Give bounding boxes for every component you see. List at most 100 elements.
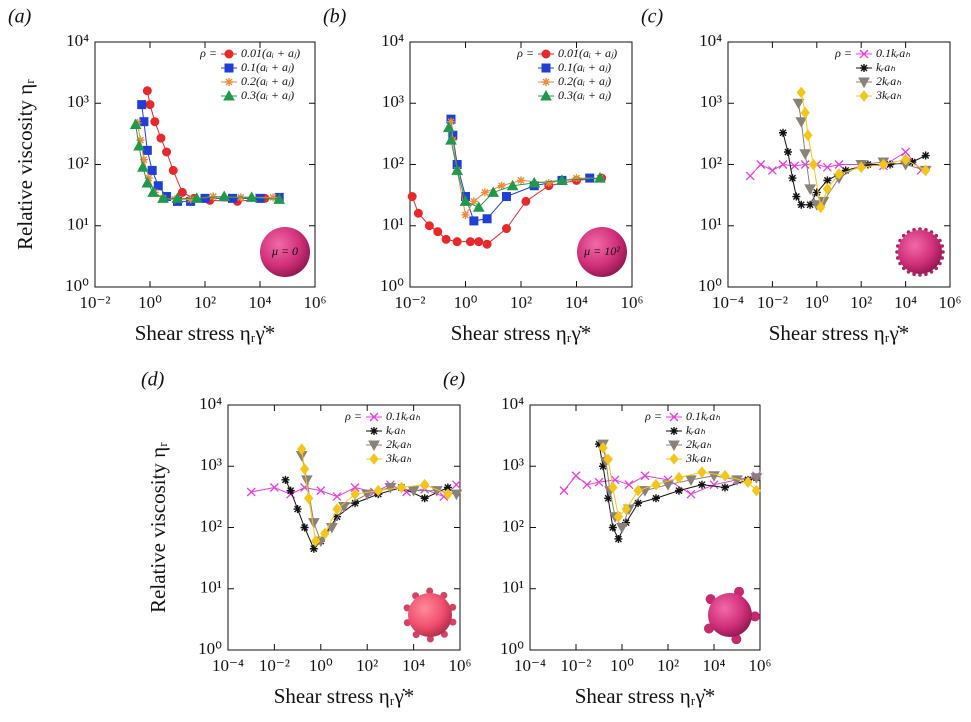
marker: [145, 100, 155, 110]
marker: [442, 121, 455, 133]
series-line: [146, 90, 265, 202]
marker: [608, 481, 618, 494]
marker: [420, 478, 430, 491]
y-axis-label: Relative viscosity ηᵣ: [13, 79, 37, 250]
marker: [624, 480, 634, 490]
marker: [446, 117, 455, 126]
marker: [304, 492, 314, 505]
marker: [147, 186, 159, 197]
marker: [141, 176, 154, 188]
panel-label: (a): [8, 6, 32, 28]
x-axis-label: Shear stress ηᵣγ̇*: [451, 321, 592, 345]
marker: [445, 134, 457, 145]
marker: [634, 499, 643, 508]
panel-label: (d): [141, 369, 165, 391]
legend-marker: [224, 63, 234, 73]
marker: [293, 505, 302, 514]
marker: [709, 480, 719, 490]
marker: [147, 165, 157, 175]
marker: [506, 179, 519, 191]
x-tick-label: 10⁰: [138, 293, 162, 312]
marker: [482, 214, 492, 224]
marker: [307, 518, 320, 529]
marker: [452, 237, 462, 247]
x-tick-label: 10²: [510, 293, 532, 312]
y-tick-label: 10²: [502, 516, 524, 535]
y-tick-label: 10⁴: [699, 31, 722, 50]
panel-label: (c): [641, 6, 664, 28]
particle: [260, 227, 310, 277]
marker: [450, 489, 463, 501]
marker: [137, 161, 149, 172]
marker: [599, 462, 608, 471]
marker: [139, 117, 149, 127]
legend-label: 0.3(aᵢ + aⱼ): [241, 88, 294, 102]
x-tick-label: 10⁶: [304, 293, 327, 312]
marker: [465, 237, 475, 247]
marker: [373, 484, 383, 497]
marker: [796, 86, 806, 99]
x-tick-label: 10⁶: [749, 656, 772, 675]
marker: [333, 512, 342, 521]
marker: [286, 486, 295, 495]
legend-label: 2kᵣaₕ: [686, 437, 711, 451]
marker: [487, 186, 500, 197]
y-tick-label: 10⁴: [199, 394, 222, 413]
legend-label: kᵣaₕ: [386, 423, 405, 437]
legend-label: 0.01(aᵢ + aⱼ): [558, 46, 617, 60]
marker: [834, 168, 844, 180]
y-tick-label: 10³: [502, 455, 524, 474]
marker: [841, 166, 850, 175]
marker: [651, 494, 660, 503]
marker: [806, 200, 815, 209]
y-tick-label: 10¹: [67, 215, 89, 234]
marker: [517, 176, 525, 185]
y-tick-label: 10⁴: [381, 31, 404, 50]
marker: [443, 488, 453, 500]
y-tick-label: 10¹: [502, 578, 524, 597]
marker: [316, 486, 326, 496]
legend-marker: [541, 49, 551, 59]
legend-label: 0.3(aᵢ + aⱼ): [558, 88, 611, 102]
x-axis-label: Shear stress ηᵣγ̇*: [135, 321, 276, 345]
legend-marker: [858, 77, 870, 89]
marker: [157, 192, 169, 203]
marker: [800, 160, 810, 169]
marker: [281, 475, 290, 484]
y-tick-label: 10¹: [200, 578, 222, 597]
legend-marker: [540, 89, 552, 101]
annotation: μ = 0: [271, 244, 298, 258]
y-tick-label: 10³: [67, 92, 89, 111]
x-tick-label: 10²: [356, 656, 378, 675]
marker: [622, 518, 631, 527]
marker: [309, 544, 318, 553]
x-tick-label: 10⁻²: [79, 293, 110, 312]
marker: [571, 471, 581, 481]
marker: [594, 477, 604, 487]
marker: [150, 117, 160, 127]
marker: [778, 160, 788, 169]
marker: [901, 147, 911, 157]
legend-marker: [224, 49, 234, 59]
marker: [572, 174, 581, 183]
x-tick-label: 10²: [194, 293, 216, 312]
marker: [812, 188, 821, 197]
legend-title: ρ =: [344, 409, 362, 423]
x-tick-label: 10⁻²: [259, 656, 290, 675]
legend-marker: [860, 64, 868, 72]
marker: [594, 172, 606, 183]
legend-label: 0.1(aᵢ + aⱼ): [558, 60, 611, 74]
marker: [350, 483, 360, 492]
marker: [451, 480, 461, 490]
legend-label: 3kᵣaₕ: [875, 88, 901, 102]
y-tick-label: 10⁰: [65, 276, 89, 295]
marker: [246, 487, 256, 497]
marker: [142, 86, 152, 96]
marker: [472, 201, 485, 212]
x-tick-label: 10⁻⁴: [212, 656, 244, 675]
y-tick-label: 10³: [700, 92, 722, 111]
marker: [480, 188, 489, 197]
legend-label: 0.2(aᵢ + aⱼ): [558, 74, 611, 88]
marker: [856, 161, 866, 174]
marker: [808, 158, 819, 171]
